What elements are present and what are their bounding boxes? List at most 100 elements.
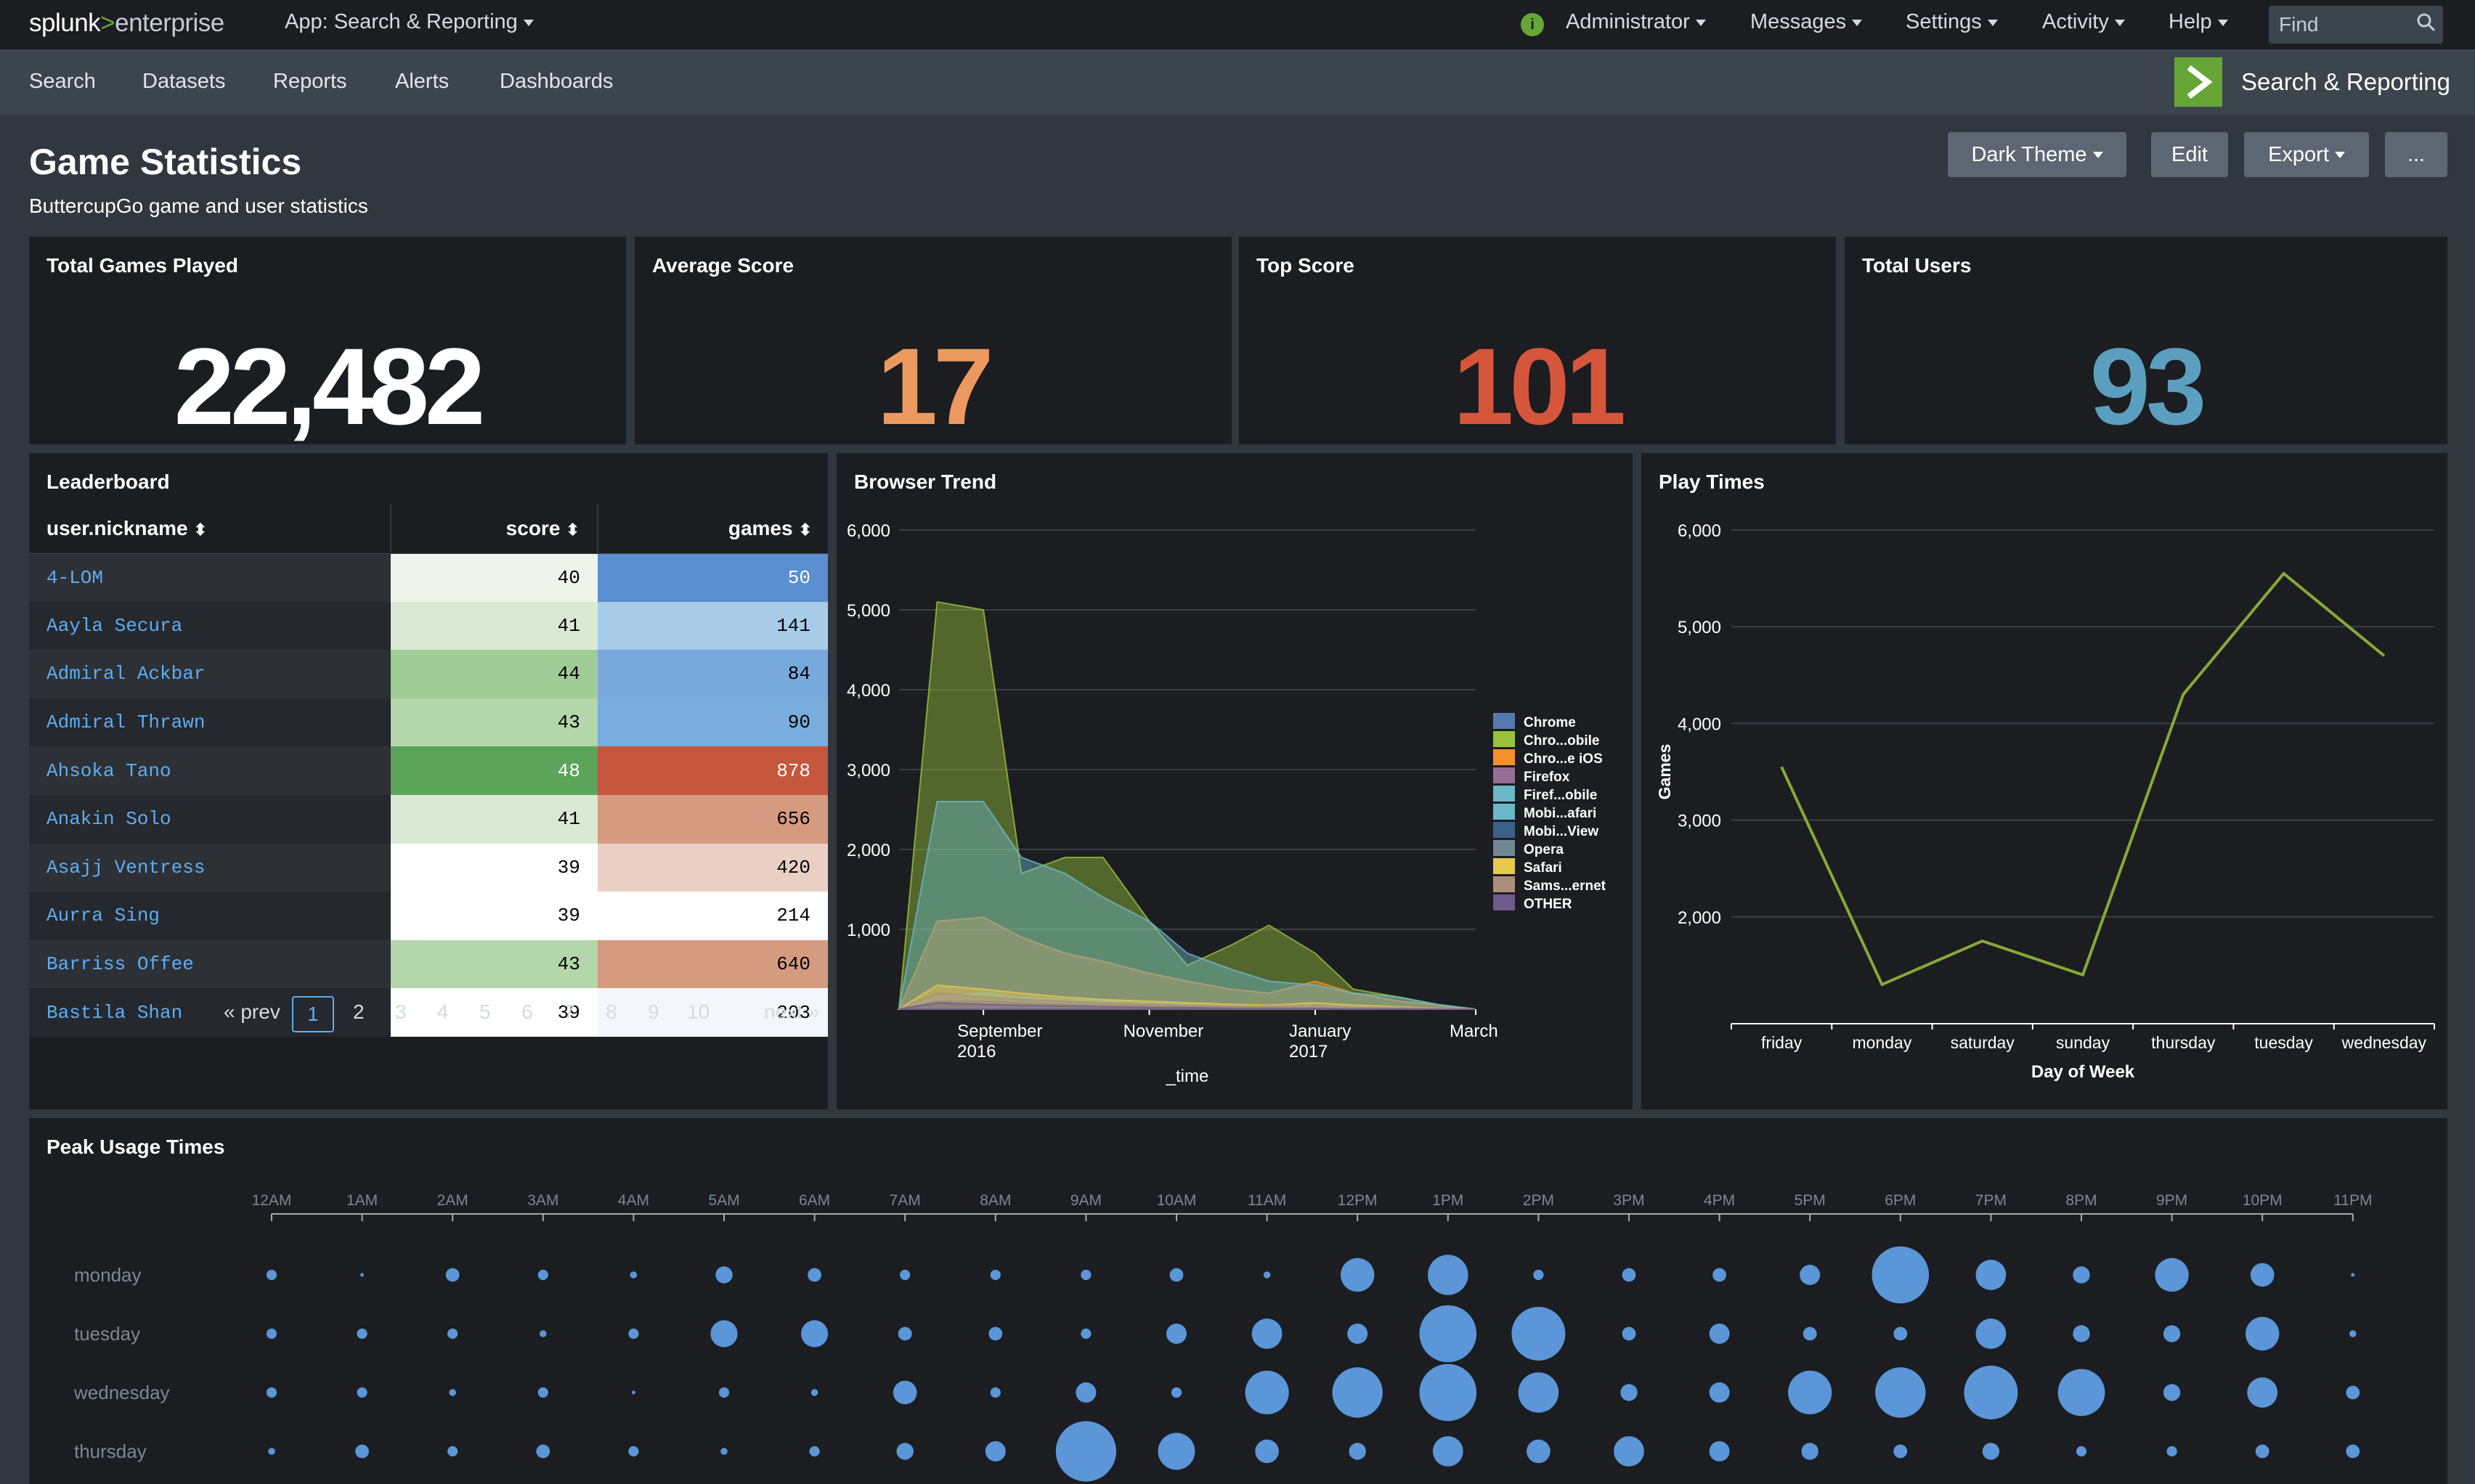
cell-nickname[interactable]: Barriss Offee	[46, 953, 194, 976]
pager-prev[interactable]: « prev	[224, 1000, 280, 1023]
find-input[interactable]	[2269, 6, 2443, 44]
app-menu[interactable]: App: Search & Reporting	[285, 10, 534, 34]
cell-score: 39	[390, 843, 598, 892]
browser-trend-chart: 1,0002,0003,0004,0005,0006,000September2…	[847, 521, 1606, 1086]
bubble	[893, 1380, 917, 1405]
x-tick-label: thursday	[2151, 1033, 2216, 1052]
pager-page[interactable]: 5	[479, 1000, 491, 1023]
bubble	[896, 1443, 914, 1460]
x-tick-label: 2PM	[1523, 1192, 1554, 1209]
x-tick-label: September	[957, 1022, 1042, 1041]
bubble	[1055, 1421, 1116, 1482]
bubble	[628, 1446, 639, 1457]
table-row[interactable]: Ahsoka Tano 48 878	[29, 746, 828, 795]
pager-page[interactable]: 4	[437, 1000, 449, 1023]
bubble	[2073, 1325, 2090, 1342]
cell-score: 40	[390, 553, 598, 602]
cell-nickname[interactable]: Admiral Ackbar	[46, 663, 206, 685]
pager-page[interactable]: 8	[606, 1000, 617, 1023]
table-row[interactable]: Admiral Thrawn 43 90	[29, 698, 828, 747]
bubble	[540, 1330, 547, 1337]
pager-page[interactable]: 6	[521, 1000, 533, 1023]
cell-games: 656	[597, 794, 828, 844]
more-actions-button[interactable]: ...	[2385, 132, 2447, 177]
bubble	[2163, 1384, 2181, 1401]
pager-page-current[interactable]: 1	[292, 996, 334, 1032]
bubble	[449, 1389, 456, 1396]
bubble	[1347, 1324, 1368, 1344]
search-icon[interactable]	[2415, 12, 2437, 33]
y-tick-label: 2,000	[847, 841, 890, 860]
messages-menu[interactable]: Messages	[1750, 10, 1863, 34]
pager-next[interactable]: next »	[764, 1000, 820, 1023]
x-tick-label: 2AM	[437, 1192, 468, 1209]
pager-page[interactable]: 2	[353, 1000, 365, 1023]
help-menu[interactable]: Help	[2169, 10, 2228, 34]
bubble	[2250, 1263, 2275, 1287]
table-row[interactable]: Aurra Sing 39 214	[29, 892, 828, 940]
x-tick-label: 6PM	[1885, 1192, 1916, 1209]
cell-nickname[interactable]: Aayla Secura	[46, 614, 183, 637]
pager-page[interactable]: 7	[564, 1000, 575, 1023]
x-tick-label: 3AM	[527, 1192, 558, 1209]
bubble	[2163, 1325, 2181, 1342]
peak-usage-chart: 12AM 1AM 2AM 3AM 4AM 5AM 6AM 7AM 8AM 9AM 10AM 11AM 1…	[73, 1192, 2372, 1482]
pager-page[interactable]: 9	[648, 1000, 659, 1023]
nav-datasets[interactable]: Datasets	[142, 70, 226, 93]
edit-button[interactable]: Edit	[2151, 132, 2228, 177]
theme-button[interactable]: Dark Theme	[1948, 132, 2126, 177]
cell-nickname[interactable]: Bastila Shan	[46, 1001, 183, 1024]
y-tick-label: 6,000	[1678, 521, 1721, 541]
panel-leaderboard: Leaderboard user.nickname ⬍ score ⬍ games ⬍…	[29, 453, 828, 1109]
pager-page[interactable]: 10	[687, 1000, 710, 1023]
cell-nickname[interactable]: Asajj Ventress	[46, 856, 206, 878]
bubble	[1788, 1370, 1832, 1415]
y-tick-label: 5,000	[847, 601, 890, 621]
single-value: 17	[877, 325, 994, 444]
splunk-logo[interactable]: splunk>enterprise	[29, 9, 224, 37]
cell-nickname[interactable]: Ahsoka Tano	[46, 759, 171, 782]
table-row[interactable]: 4-LOM 40 50	[29, 553, 828, 602]
pager-page[interactable]: 3	[395, 1000, 407, 1023]
legend-swatch	[1493, 804, 1515, 820]
table-row[interactable]: Bastila Shan 39 203	[29, 988, 828, 1037]
nav-dashboards[interactable]: Dashboards	[500, 70, 614, 93]
health-status-icon[interactable]: i	[1521, 13, 1544, 36]
column-header-score[interactable]: score ⬍	[389, 504, 598, 554]
column-header-nickname[interactable]: user.nickname ⬍	[29, 504, 391, 554]
x-tick-label: 8PM	[2065, 1192, 2097, 1209]
cell-nickname[interactable]: 4-LOM	[46, 566, 104, 589]
app-title[interactable]: Search & Reporting	[2241, 68, 2450, 95]
export-button[interactable]: Export	[2244, 132, 2369, 177]
legend-swatch	[1493, 767, 1515, 783]
settings-menu[interactable]: Settings	[1906, 10, 1998, 34]
panel-browser-trend: Browser Trend 1,000 2,000 3,000 4,000 5,000 6…	[837, 453, 1633, 1109]
bubble	[360, 1273, 365, 1277]
table-row[interactable]: Asajj Ventress 39 420	[29, 843, 828, 892]
bubble	[1614, 1436, 1644, 1467]
column-header-games[interactable]: games ⬍	[596, 504, 828, 554]
nav-search[interactable]: Search	[29, 70, 96, 93]
legend-label: Firef...obile	[1524, 788, 1597, 803]
cell-nickname[interactable]: Anakin Solo	[46, 808, 171, 831]
table-row[interactable]: Anakin Solo 41 656	[29, 794, 828, 844]
nav-alerts[interactable]: Alerts	[395, 70, 450, 93]
bubble	[2247, 1377, 2278, 1408]
x-axis-label: _time	[1166, 1067, 1209, 1086]
panel-title: Average Score	[652, 254, 794, 277]
panel-total-games: Total Games Played 22,482	[29, 237, 626, 444]
cell-nickname[interactable]: Admiral Thrawn	[46, 712, 206, 734]
table-row[interactable]: Barriss Offee 43 640	[29, 939, 828, 989]
x-tick-label: January	[1289, 1022, 1351, 1041]
bubble	[1527, 1439, 1551, 1464]
bubble	[1875, 1367, 1926, 1418]
activity-menu[interactable]: Activity	[2042, 10, 2125, 34]
user-menu[interactable]: Administrator	[1566, 10, 1706, 34]
table-row[interactable]: Admiral Ackbar 44 84	[29, 650, 828, 698]
legend-swatch	[1493, 731, 1515, 747]
cell-nickname[interactable]: Aurra Sing	[46, 905, 160, 927]
bubble	[898, 1326, 912, 1341]
table-row[interactable]: Aayla Secura 41 141	[29, 601, 828, 651]
bubble	[1709, 1382, 1730, 1403]
nav-reports[interactable]: Reports	[273, 70, 347, 93]
